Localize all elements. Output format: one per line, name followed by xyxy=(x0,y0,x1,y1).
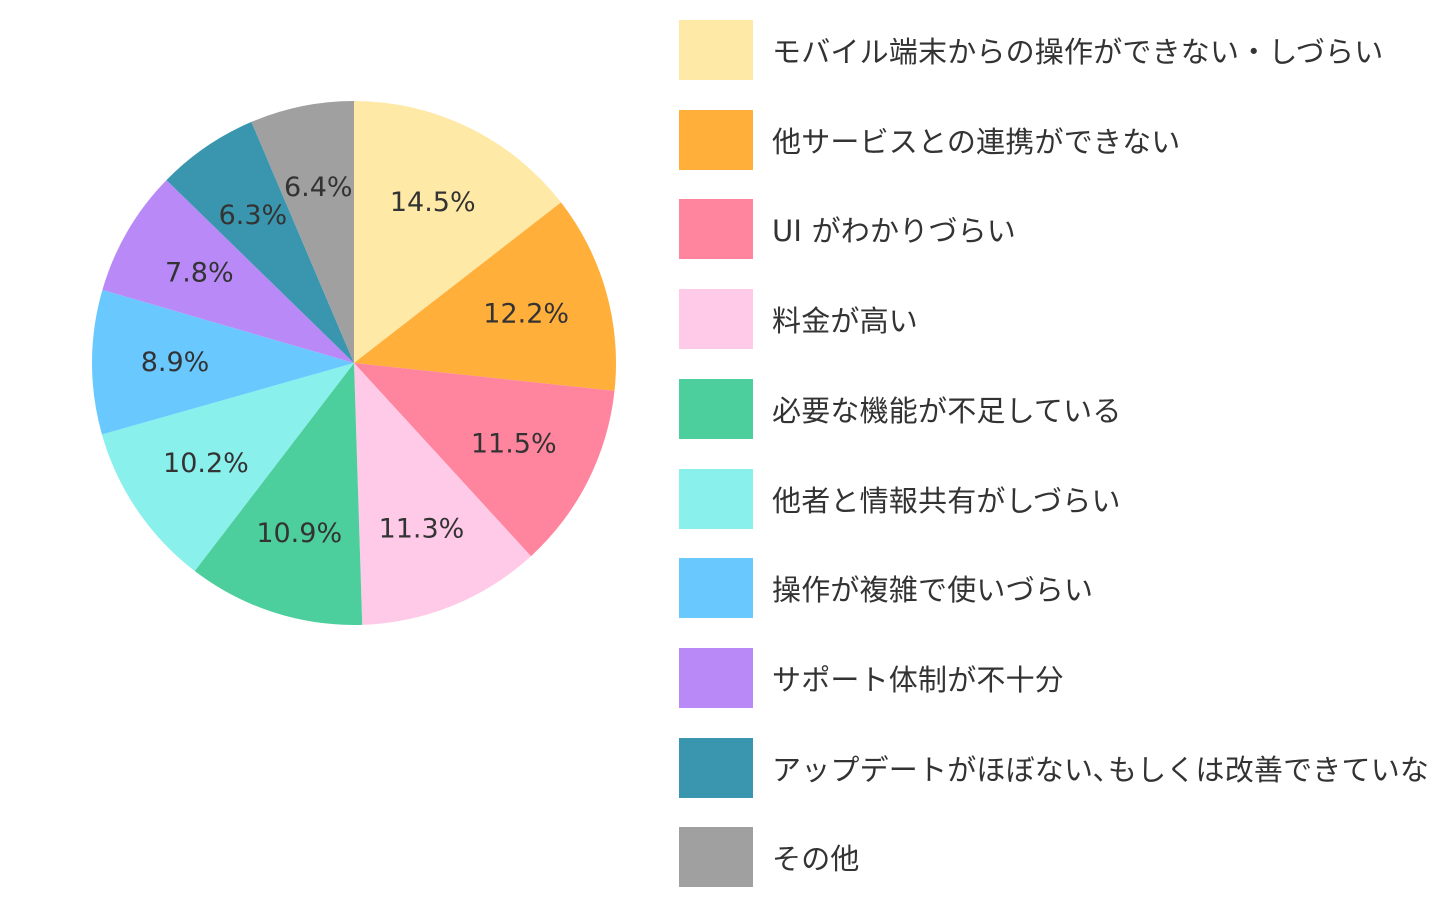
pie-slice-6 xyxy=(91,289,354,435)
pie-slice-8 xyxy=(166,121,354,363)
legend-label: アップデートがほぼない､もしくは改善できていない xyxy=(772,752,1432,787)
legend-swatch xyxy=(679,737,753,798)
legend-swatch xyxy=(679,199,753,260)
legend-item: 必要な機能が不足している xyxy=(679,378,1429,439)
pie-slices xyxy=(91,101,616,625)
legend-label: その他 xyxy=(772,842,860,877)
legend-label: 他者と情報共有がしづらい xyxy=(772,483,1121,518)
legend-item: 操作が複雑で使いづらい xyxy=(679,558,1429,619)
slice-value-label-6: 8.9% xyxy=(141,347,210,378)
pie-chart: 14.5% 12.2% 11.5% 11.3% 10.9% 10.2% 8.9% 7.8% 6.… xyxy=(91,101,616,625)
legend-label: 料金が高い xyxy=(772,304,919,339)
legend-item: サポート体制が不十分 xyxy=(679,647,1429,708)
legend-label: サポート体制が不十分 xyxy=(772,662,1065,697)
legend-label: 必要な機能が不足している xyxy=(772,393,1122,428)
legend-item: 他サービスとの連携ができない xyxy=(679,109,1429,170)
slice-value-label-1: 12.2% xyxy=(483,299,569,330)
pie-slice-9 xyxy=(251,101,354,363)
pie-slice-0 xyxy=(354,101,562,363)
pie-slice-2 xyxy=(354,363,615,557)
pie-slice-1 xyxy=(354,202,616,391)
pie-value-labels: 14.5% 12.2% 11.5% 11.3% 10.9% 10.2% 8.9% 7.8% 6.… xyxy=(141,172,569,549)
slice-value-label-3: 11.3% xyxy=(379,513,465,544)
pie-slice-7 xyxy=(102,180,355,363)
legend-label: 他サービスとの連携ができない xyxy=(772,124,1181,159)
legend-item: 料金が高い xyxy=(679,289,1429,350)
slice-value-label-0: 14.5% xyxy=(390,187,476,218)
legend-swatch xyxy=(679,558,753,619)
pie-slice-3 xyxy=(354,363,531,625)
legend-swatch xyxy=(679,827,753,888)
slice-value-label-8: 6.3% xyxy=(219,200,288,231)
slice-value-label-7: 7.8% xyxy=(165,257,234,288)
legend-label: 操作が複雑で使いづらい xyxy=(772,573,1094,608)
pie-slice-4 xyxy=(194,363,363,625)
legend-swatch xyxy=(679,289,753,350)
legend-swatch xyxy=(679,109,753,170)
legend-item: モバイル端末からの操作ができない・しづらい xyxy=(679,20,1429,80)
legend-swatch xyxy=(679,20,753,80)
legend-label: UI がわかりづらい xyxy=(772,214,1016,249)
legend-item: UI がわかりづらい xyxy=(679,199,1429,260)
slice-value-label-9: 6.4% xyxy=(284,172,353,203)
pie-slice-5 xyxy=(101,363,354,572)
slice-value-label-2: 11.5% xyxy=(471,428,557,459)
legend-swatch xyxy=(679,647,753,708)
legend-swatch xyxy=(679,468,753,529)
slice-value-label-5: 10.2% xyxy=(163,448,249,479)
legend-item: アップデートがほぼない､もしくは改善できていない xyxy=(679,737,1432,798)
legend-item: その他 xyxy=(679,827,1429,888)
legend-label: モバイル端末からの操作ができない・しづらい xyxy=(772,35,1384,69)
legend-item: 他者と情報共有がしづらい xyxy=(679,468,1429,529)
slice-value-label-4: 10.9% xyxy=(256,518,342,549)
legend-swatch xyxy=(679,378,753,439)
